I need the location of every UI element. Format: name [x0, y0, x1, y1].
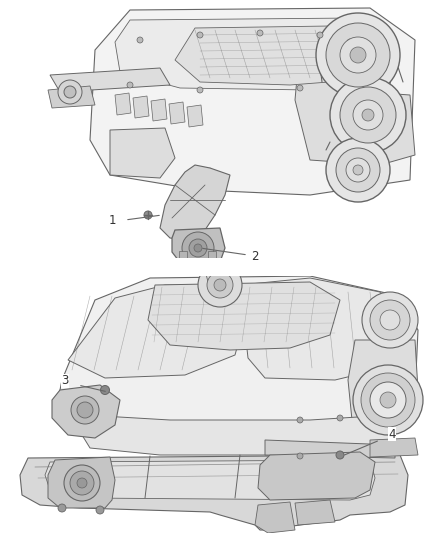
Polygon shape	[258, 452, 375, 500]
Polygon shape	[295, 42, 415, 165]
Polygon shape	[265, 440, 395, 458]
Polygon shape	[58, 276, 418, 432]
Polygon shape	[133, 96, 149, 118]
Circle shape	[100, 385, 110, 394]
Polygon shape	[151, 99, 167, 121]
Circle shape	[326, 138, 390, 202]
Circle shape	[197, 32, 203, 38]
Polygon shape	[169, 102, 185, 124]
Polygon shape	[255, 502, 295, 533]
Polygon shape	[68, 285, 250, 378]
Polygon shape	[48, 457, 115, 508]
Circle shape	[370, 300, 410, 340]
Circle shape	[127, 82, 133, 88]
Circle shape	[346, 158, 370, 182]
Text: 1: 1	[108, 214, 116, 227]
Bar	[208, 251, 216, 259]
Polygon shape	[52, 385, 120, 438]
Circle shape	[336, 148, 380, 192]
Text: 3: 3	[61, 375, 69, 387]
Circle shape	[353, 100, 383, 130]
Circle shape	[326, 23, 390, 87]
Text: 2: 2	[251, 249, 259, 262]
Circle shape	[297, 417, 303, 423]
Polygon shape	[90, 8, 415, 195]
Polygon shape	[175, 26, 360, 85]
Circle shape	[58, 80, 82, 104]
Circle shape	[71, 396, 99, 424]
Polygon shape	[295, 500, 335, 525]
Circle shape	[214, 279, 226, 291]
Circle shape	[380, 310, 400, 330]
Circle shape	[182, 232, 214, 264]
Polygon shape	[82, 415, 395, 455]
Circle shape	[77, 402, 93, 418]
Circle shape	[361, 373, 415, 427]
Circle shape	[194, 244, 202, 252]
Circle shape	[189, 239, 207, 257]
Circle shape	[350, 47, 366, 63]
Circle shape	[58, 504, 66, 512]
Bar	[179, 251, 187, 259]
Bar	[0, 0, 438, 260]
Circle shape	[380, 392, 396, 408]
Circle shape	[64, 465, 100, 501]
Polygon shape	[187, 105, 203, 127]
Polygon shape	[160, 165, 230, 240]
Circle shape	[297, 85, 303, 91]
Circle shape	[317, 32, 323, 38]
Polygon shape	[115, 93, 131, 115]
Polygon shape	[172, 228, 225, 268]
Circle shape	[77, 478, 87, 488]
Circle shape	[96, 506, 104, 514]
Text: 4: 4	[388, 427, 396, 440]
Polygon shape	[20, 455, 408, 530]
Circle shape	[362, 292, 418, 348]
Circle shape	[340, 37, 376, 73]
Polygon shape	[148, 282, 340, 350]
Polygon shape	[240, 278, 395, 380]
Circle shape	[297, 453, 303, 459]
Circle shape	[197, 87, 203, 93]
Circle shape	[64, 86, 76, 98]
Polygon shape	[50, 68, 170, 92]
Polygon shape	[205, 268, 222, 282]
Circle shape	[340, 87, 396, 143]
Circle shape	[370, 382, 406, 418]
Circle shape	[257, 30, 263, 36]
Circle shape	[362, 109, 374, 121]
Circle shape	[330, 77, 406, 153]
Polygon shape	[48, 86, 95, 108]
Bar	[0, 258, 438, 276]
Polygon shape	[370, 438, 418, 457]
Circle shape	[353, 165, 363, 175]
Circle shape	[70, 471, 94, 495]
Circle shape	[198, 263, 242, 307]
Bar	[0, 276, 438, 533]
Polygon shape	[110, 128, 175, 178]
Circle shape	[137, 37, 143, 43]
Circle shape	[316, 13, 400, 97]
Circle shape	[144, 211, 152, 219]
Circle shape	[337, 415, 343, 421]
Polygon shape	[45, 460, 375, 500]
Circle shape	[207, 272, 233, 298]
Circle shape	[336, 451, 344, 459]
Polygon shape	[348, 340, 418, 425]
Circle shape	[347, 39, 353, 45]
Circle shape	[337, 452, 343, 458]
Polygon shape	[115, 18, 395, 90]
Circle shape	[353, 365, 423, 435]
